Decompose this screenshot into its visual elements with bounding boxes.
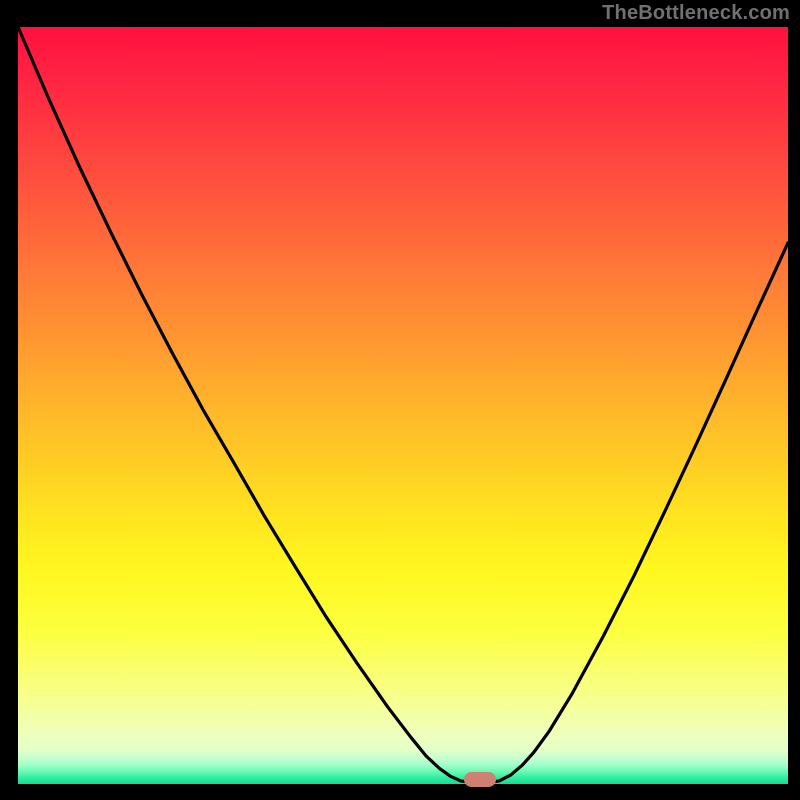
optimum-marker	[464, 772, 496, 787]
plot-area	[18, 27, 788, 784]
bottleneck-curve	[18, 27, 788, 784]
watermark-text: TheBottleneck.com	[602, 2, 790, 25]
chart-container: TheBottleneck.com	[0, 0, 800, 800]
